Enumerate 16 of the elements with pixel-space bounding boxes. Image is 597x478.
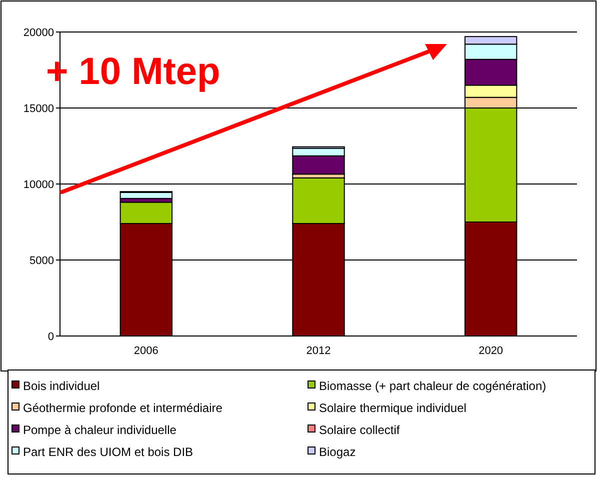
y-tick-label: 0 (48, 330, 54, 343)
legend-label: Part ENR des UIOM et bois DIB (23, 445, 194, 460)
legend-label: Biogaz (319, 445, 356, 460)
x-tick-label: 2006 (134, 345, 158, 357)
y-tick-label: 20000 (23, 26, 54, 39)
x-tick-label: 2020 (478, 345, 504, 357)
legend-label: Géothermie profonde et intermédiaire (23, 401, 223, 416)
y-tick-label: 5000 (30, 254, 54, 267)
legend-label: Solaire collectif (319, 423, 400, 438)
legend-label: Bois individuel (23, 379, 100, 394)
legend-label: Solaire thermique individuel (319, 401, 466, 416)
y-tick-label: 15000 (23, 102, 54, 115)
x-tick-label: 2012 (306, 345, 331, 357)
legend-label: Biomasse (+ part chaleur de cogénération) (319, 379, 546, 394)
legend-label: Pompe à chaleur individuelle (23, 423, 177, 438)
y-tick-label: 10000 (23, 178, 54, 191)
